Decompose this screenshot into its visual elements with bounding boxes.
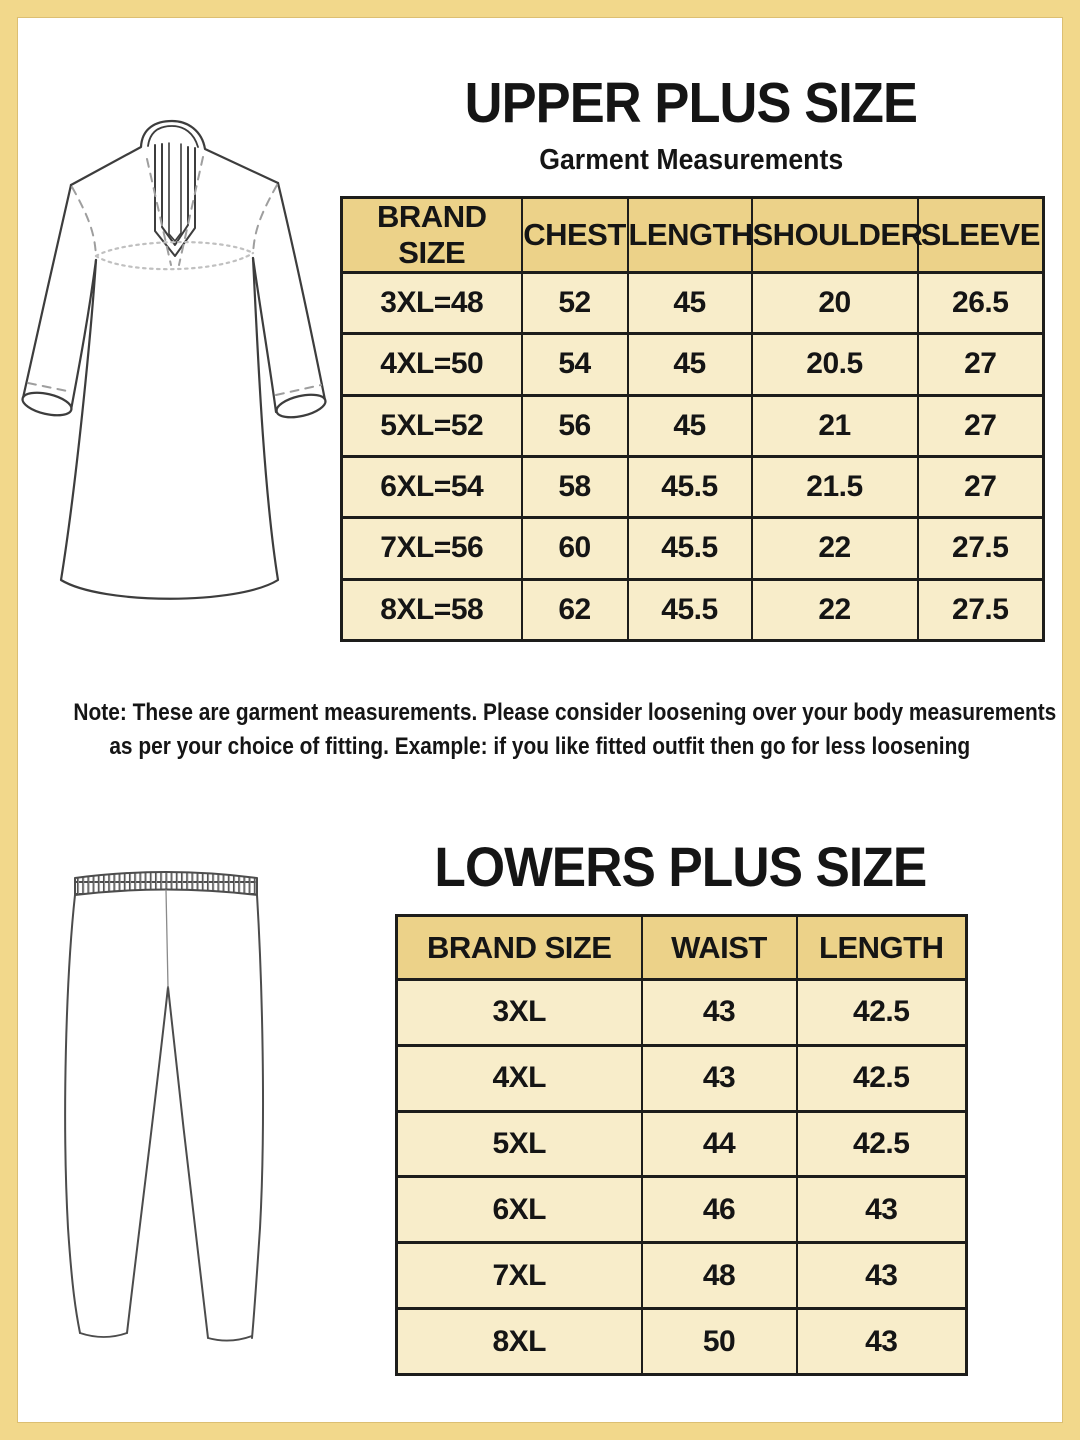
lowers-size-table: BRAND SIZE WAIST LENGTH 3XL 43 42.5 4XL … xyxy=(395,914,968,1376)
table-cell: 56 xyxy=(520,393,629,458)
table-row: 5XL 44 42.5 xyxy=(395,1109,968,1179)
note-line-2: as per your choice of fitting. Example: … xyxy=(109,733,971,760)
measurement-note: Note: These are garment measurements. Pl… xyxy=(0,696,1080,764)
table-cell: 48 xyxy=(640,1241,798,1311)
table-cell: 4XL=50 xyxy=(340,332,523,397)
column-header: BRAND SIZE xyxy=(395,914,643,981)
table-row: 7XL=56 60 45.5 22 27.5 xyxy=(340,516,1045,581)
table-cell: 22 xyxy=(750,577,919,643)
kurta-body-outline xyxy=(21,119,327,600)
upper-section-title: UPPER PLUS SIZE xyxy=(464,71,918,135)
column-header: CHEST xyxy=(520,196,629,274)
table-cell: 62 xyxy=(520,577,629,643)
kurta-seam-dashes xyxy=(27,156,322,396)
column-header: LENGTH xyxy=(795,914,968,981)
table-cell: 46 xyxy=(640,1175,798,1245)
kurta-chest-dotted-line xyxy=(94,240,255,271)
table-row: 4XL=50 54 45 20.5 27 xyxy=(340,332,1045,397)
table-row: 8XL=58 62 45.5 22 27.5 xyxy=(340,577,1045,643)
table-cell: 5XL=52 xyxy=(340,393,523,458)
kurta-placket xyxy=(154,142,196,257)
table-cell: 58 xyxy=(520,454,629,520)
table-cell: 8XL xyxy=(395,1307,643,1376)
table-cell: 45 xyxy=(626,332,753,397)
kurta-illustration xyxy=(21,119,327,600)
upper-table-header-row: BRAND SIZE CHEST LENGTH SHOULDER SLEEVE xyxy=(340,196,1045,274)
table-cell: 45.5 xyxy=(626,516,753,581)
table-cell: 43 xyxy=(795,1241,968,1311)
table-cell: 6XL=54 xyxy=(340,454,523,520)
table-cell: 20 xyxy=(750,270,919,336)
table-row: 5XL=52 56 45 21 27 xyxy=(340,393,1045,458)
table-cell: 6XL xyxy=(395,1175,643,1245)
table-cell: 60 xyxy=(520,516,629,581)
table-cell: 27.5 xyxy=(916,516,1045,581)
leggings-outline xyxy=(64,871,265,1342)
table-row: 4XL 43 42.5 xyxy=(395,1043,968,1113)
table-row: 3XL=48 52 45 20 26.5 xyxy=(340,270,1045,336)
lower-section-title: LOWERS PLUS SIZE xyxy=(434,835,927,898)
table-cell: 27 xyxy=(916,393,1045,458)
table-cell: 43 xyxy=(795,1307,968,1376)
table-cell: 54 xyxy=(520,332,629,397)
leggings-illustration xyxy=(64,871,265,1342)
note-line-1: Note: These are garment measurements. Pl… xyxy=(73,699,1057,726)
table-cell: 52 xyxy=(520,270,629,336)
table-cell: 3XL=48 xyxy=(340,270,523,336)
table-cell: 45.5 xyxy=(626,454,753,520)
table-cell: 50 xyxy=(640,1307,798,1376)
table-cell: 45 xyxy=(626,393,753,458)
table-row: 8XL 50 43 xyxy=(395,1307,968,1376)
table-cell: 21 xyxy=(750,393,919,458)
column-header: WAIST xyxy=(640,914,798,981)
table-cell: 7XL=56 xyxy=(340,516,523,581)
table-row: 7XL 48 43 xyxy=(395,1241,968,1311)
table-cell: 45.5 xyxy=(626,577,753,643)
table-cell: 27.5 xyxy=(916,577,1045,643)
column-header: SLEEVE xyxy=(916,196,1045,274)
table-cell: 44 xyxy=(640,1109,798,1179)
table-cell: 42.5 xyxy=(795,1043,968,1113)
table-cell: 42.5 xyxy=(795,1109,968,1179)
upper-size-table: BRAND SIZE CHEST LENGTH SHOULDER SLEEVE … xyxy=(340,196,1045,643)
table-cell: 4XL xyxy=(395,1043,643,1113)
table-cell: 7XL xyxy=(395,1241,643,1311)
column-header: SHOULDER xyxy=(750,196,923,274)
table-cell: 3XL xyxy=(395,978,643,1047)
table-cell: 21.5 xyxy=(750,454,919,520)
upper-section-subtitle: Garment Measurements xyxy=(539,144,843,176)
table-cell: 45 xyxy=(626,270,753,336)
table-cell: 20.5 xyxy=(750,332,919,397)
table-cell: 27 xyxy=(916,454,1045,520)
table-cell: 42.5 xyxy=(795,978,968,1047)
table-cell: 5XL xyxy=(395,1109,643,1179)
table-cell: 43 xyxy=(795,1175,968,1245)
table-cell: 43 xyxy=(640,978,798,1047)
table-cell: 26.5 xyxy=(916,270,1045,336)
table-cell: 8XL=58 xyxy=(340,577,523,643)
lowers-table-header-row: BRAND SIZE WAIST LENGTH xyxy=(395,914,968,981)
table-cell: 22 xyxy=(750,516,919,581)
column-header: LENGTH xyxy=(626,196,753,274)
column-header: BRAND SIZE xyxy=(340,196,523,274)
table-row: 6XL=54 58 45.5 21.5 27 xyxy=(340,454,1045,520)
table-cell: 43 xyxy=(640,1043,798,1113)
table-cell: 27 xyxy=(916,332,1045,397)
table-row: 6XL 46 43 xyxy=(395,1175,968,1245)
table-row: 3XL 43 42.5 xyxy=(395,978,968,1047)
